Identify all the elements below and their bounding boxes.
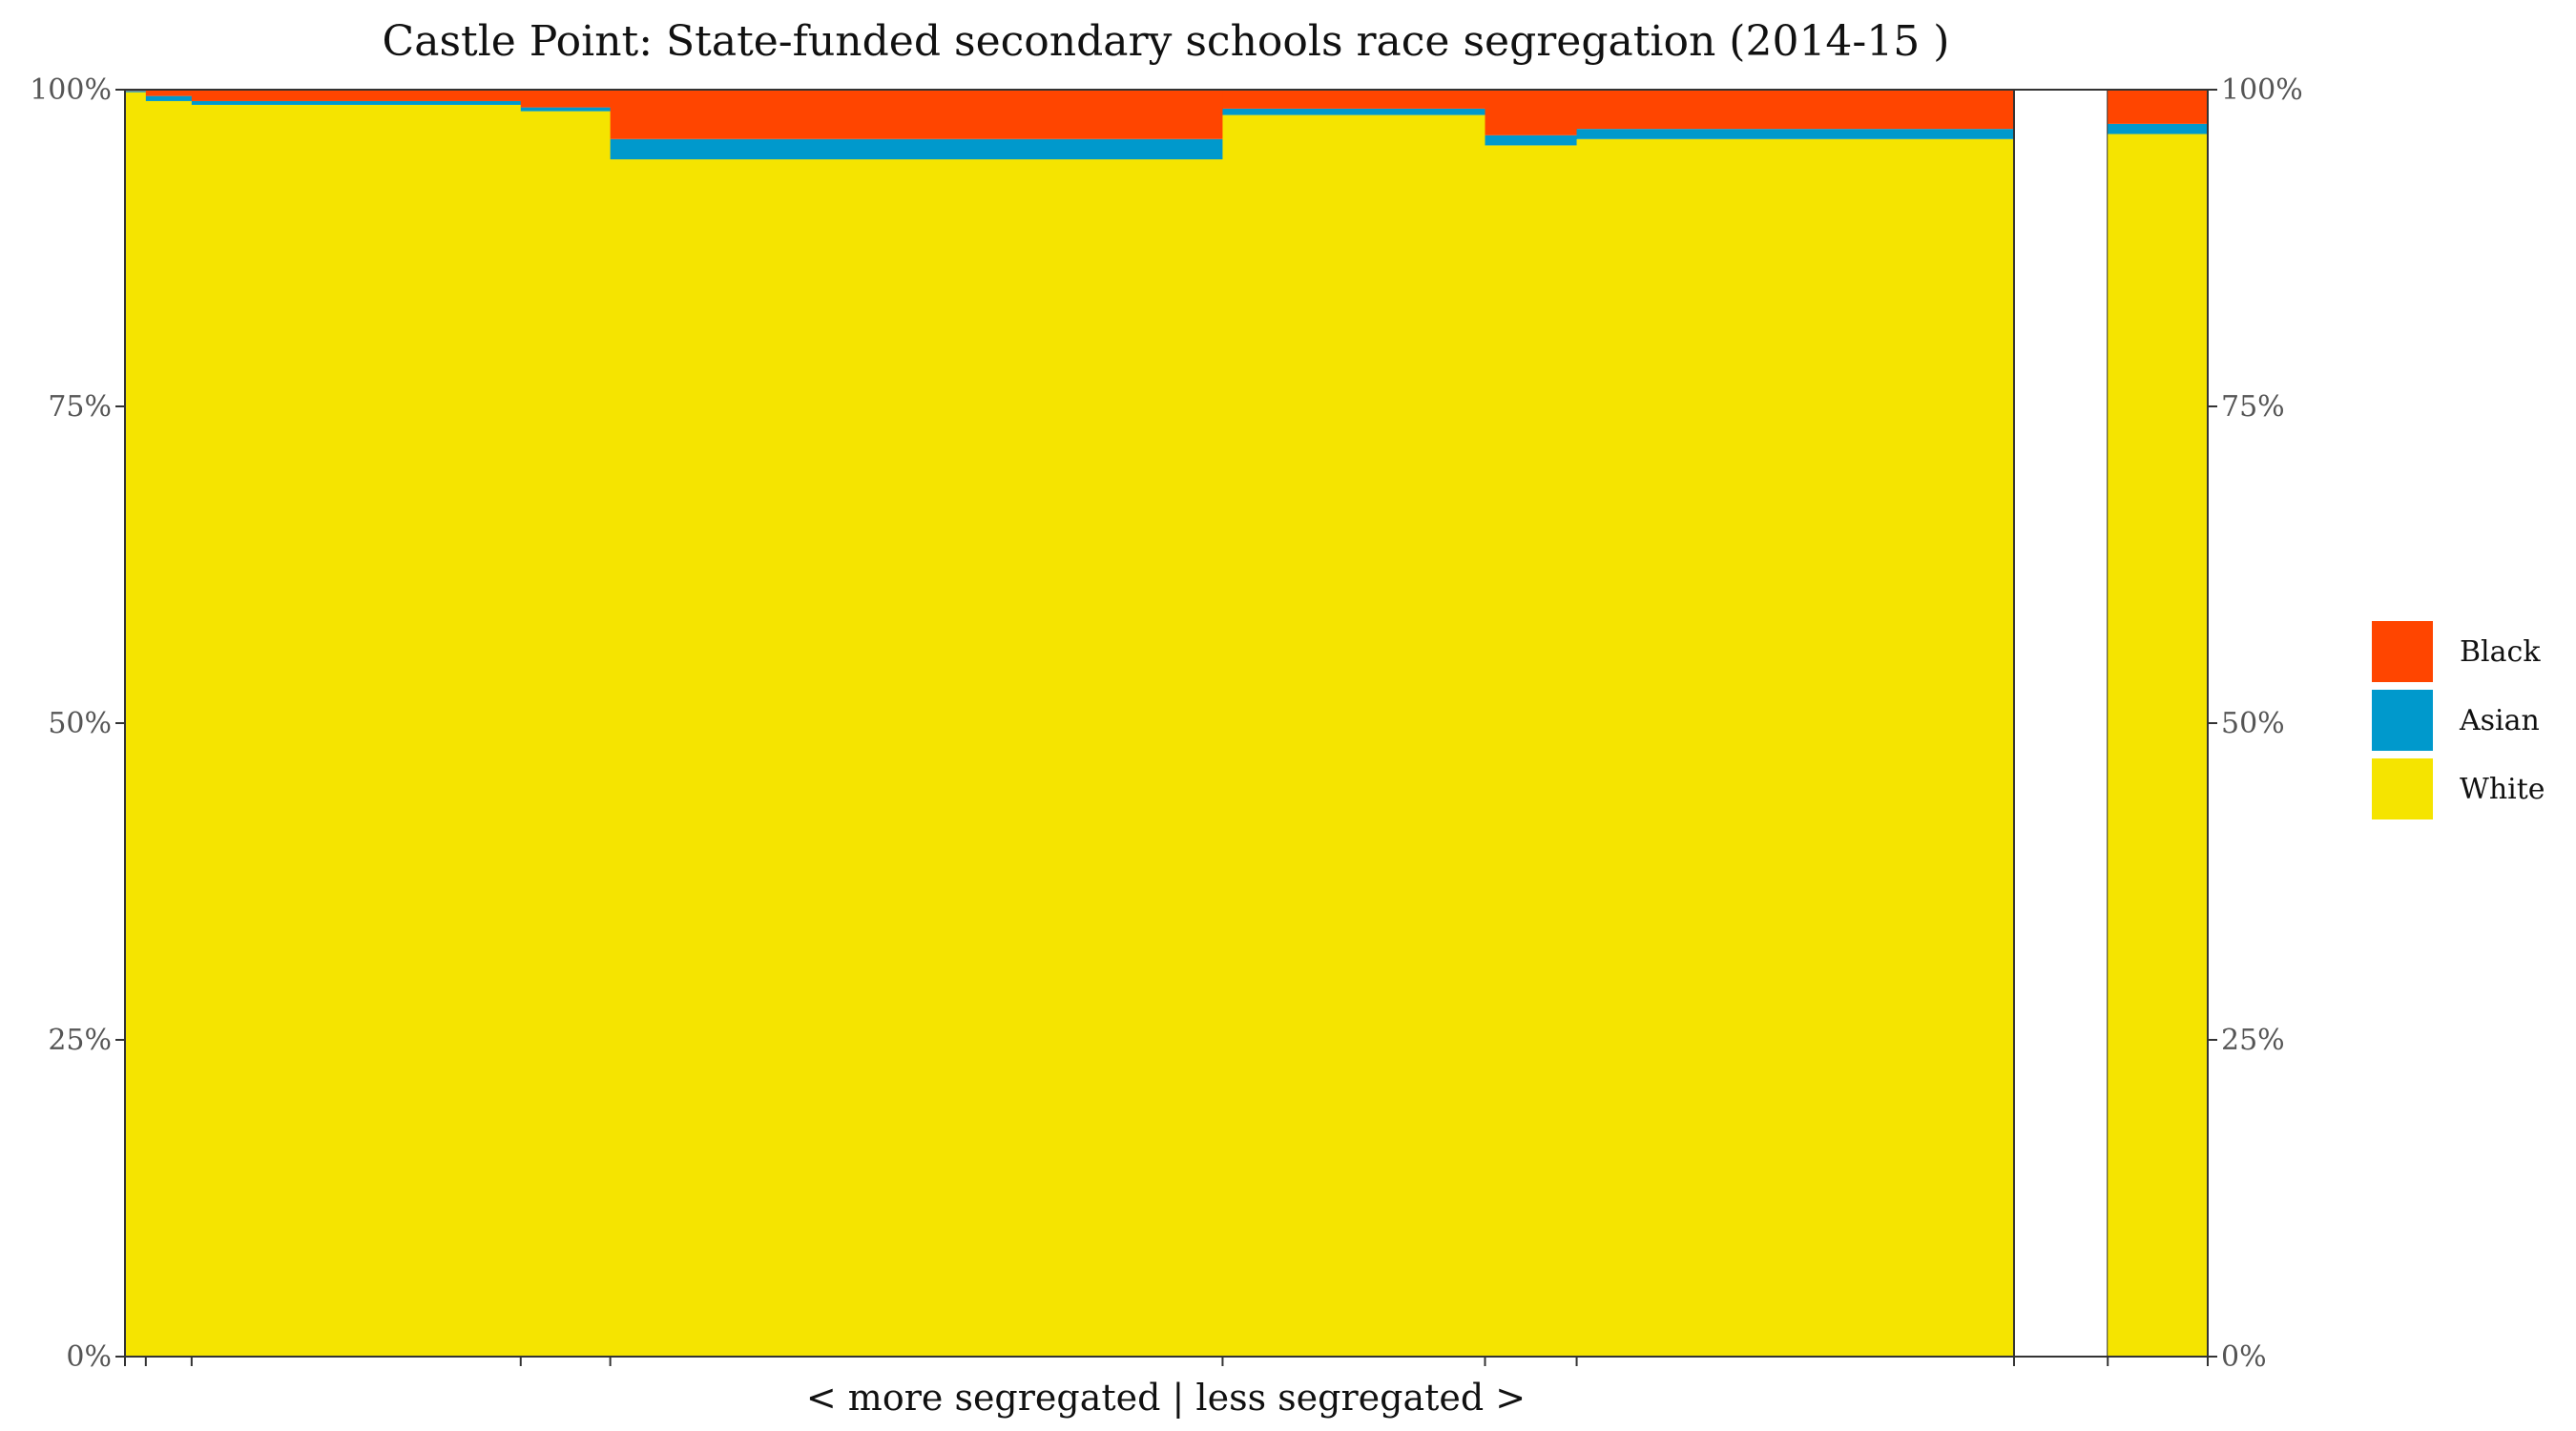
bar-segment-black-col-6 <box>1222 90 1486 109</box>
y-tick-label-right: 25% <box>2221 1024 2285 1057</box>
y-axis-right: 0% 25% 50% 75% 100% <box>2208 73 2303 1374</box>
bar-segment-white-col-8 <box>1576 138 2015 1358</box>
bar-segment-asian-col-4 <box>520 107 612 112</box>
y-tick-label-right: 100% <box>2221 73 2303 107</box>
bar-segment-black-col-3 <box>191 90 522 101</box>
y-axis-left: 0% 25% 50% 75% 100% <box>30 73 125 1374</box>
legend-label-asian: Asian <box>2459 704 2540 737</box>
bar-segment-asian-col-10 <box>2108 123 2209 135</box>
bar-segment-asian-col-1 <box>125 91 147 93</box>
bar-segment-black-col-5 <box>610 90 1224 139</box>
legend-label-black: Black <box>2460 635 2541 669</box>
legend-key-white <box>2372 758 2433 819</box>
bar-segment-asian-col-7 <box>1485 135 1578 146</box>
legend-key-black <box>2372 621 2433 682</box>
legend: Black Asian White <box>2372 621 2545 819</box>
empty-column-9 <box>2012 89 2109 1358</box>
bar-segment-white-col-4 <box>520 111 612 1357</box>
bars-group <box>125 89 2209 1358</box>
y-tick-label-right: 50% <box>2221 707 2285 740</box>
y-tick-label-left: 50% <box>48 707 112 740</box>
bar-segment-asian-col-3 <box>191 100 522 105</box>
bar-segment-black-col-4 <box>520 90 612 108</box>
bar-segment-white-col-10 <box>2108 134 2209 1358</box>
bar-segment-asian-col-6 <box>1222 108 1486 115</box>
x-axis <box>124 1357 2209 1366</box>
bar-segment-white-col-3 <box>191 104 522 1357</box>
bar-segment-black-col-7 <box>1485 90 1578 135</box>
bar-segment-white-col-1 <box>125 92 147 1357</box>
y-tick-label-left: 75% <box>48 390 112 424</box>
bar-segment-white-col-2 <box>145 100 193 1357</box>
y-tick-label-left: 0% <box>66 1340 112 1374</box>
bar-segment-white-col-5 <box>610 159 1224 1357</box>
x-axis-label: < more segregated | less segregated > <box>806 1377 1526 1419</box>
y-tick-label-right: 0% <box>2221 1340 2267 1374</box>
legend-label-white: White <box>2460 773 2545 806</box>
chart-title: Castle Point: State-funded secondary sch… <box>383 17 1950 66</box>
bar-segment-white-col-7 <box>1485 145 1578 1357</box>
bar-segment-asian-col-8 <box>1576 129 2015 139</box>
y-tick-label-left: 100% <box>30 73 112 107</box>
bar-segment-white-col-6 <box>1222 114 1486 1357</box>
bar-segment-black-col-8 <box>1576 90 2015 130</box>
y-tick-label-left: 25% <box>48 1024 112 1057</box>
bar-segment-asian-col-2 <box>145 95 193 101</box>
legend-key-asian <box>2372 690 2433 751</box>
bar-segment-black-col-10 <box>2108 90 2209 124</box>
bar-segment-black-col-2 <box>145 90 193 96</box>
y-tick-label-right: 75% <box>2221 390 2285 424</box>
bar-segment-asian-col-5 <box>610 138 1224 160</box>
